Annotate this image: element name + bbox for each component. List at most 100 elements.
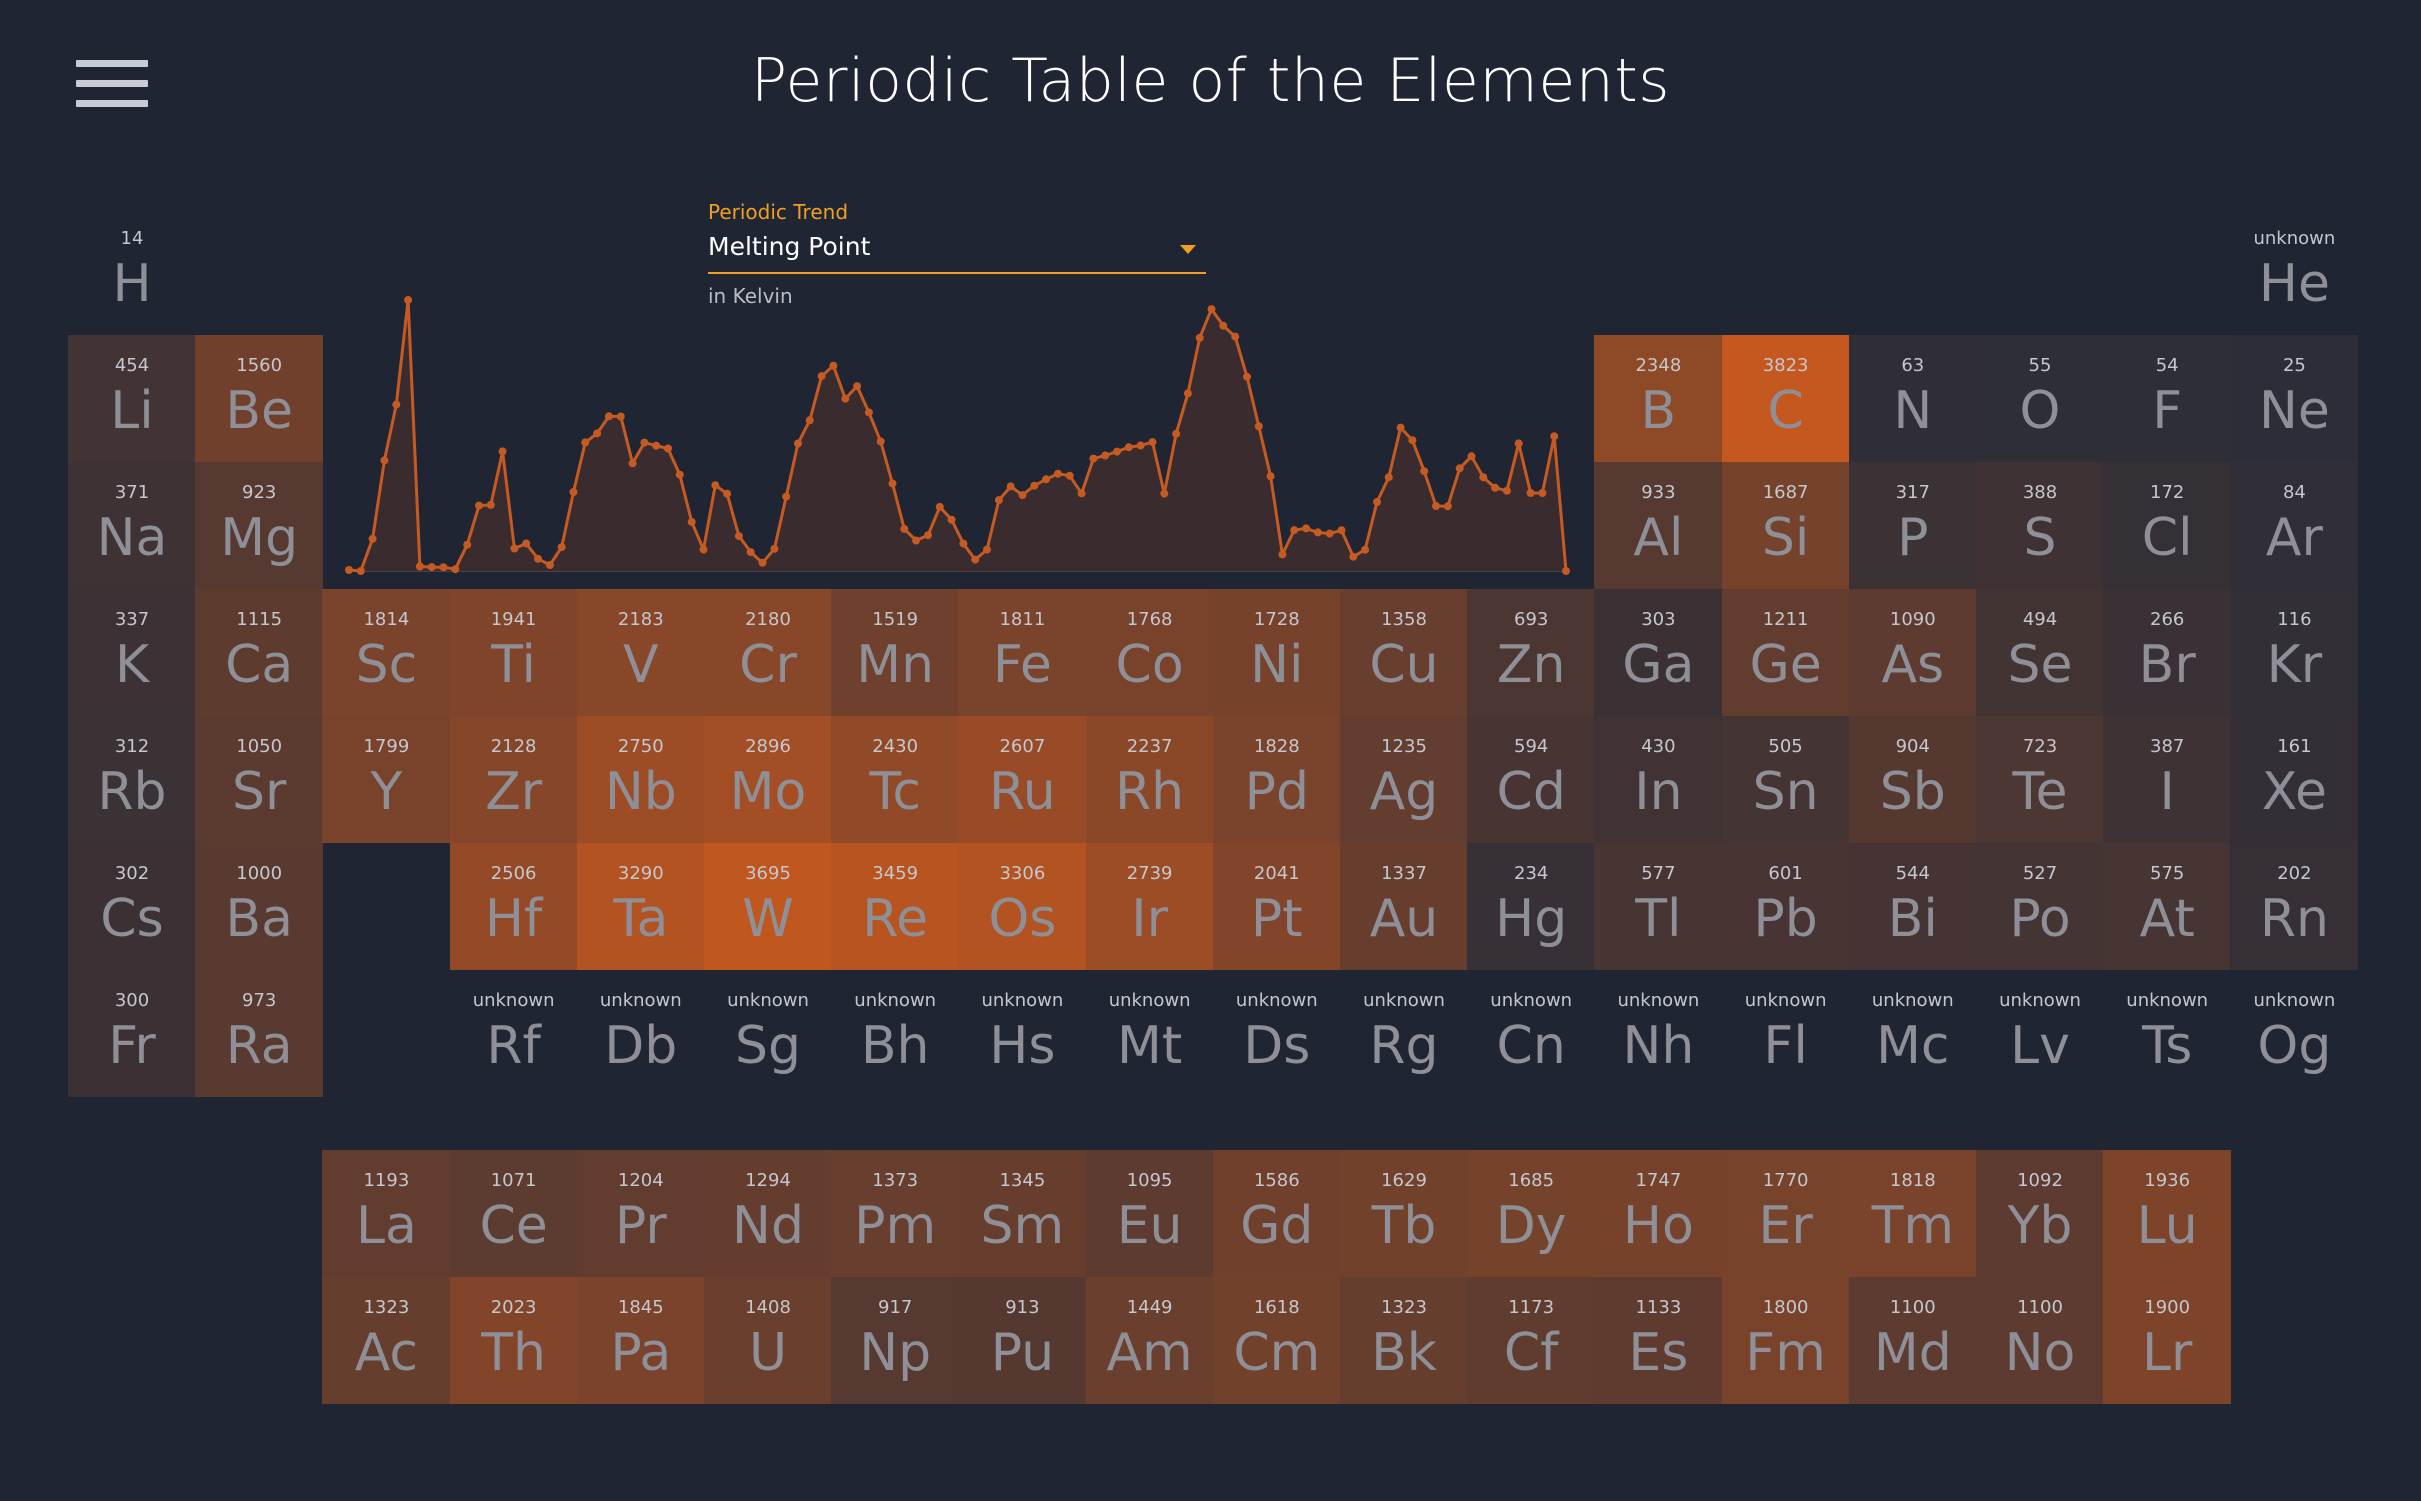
element-cell-kr[interactable]: 116 Kr — [2230, 589, 2359, 716]
element-cell-be[interactable]: 1560 Be — [195, 335, 324, 462]
element-cell-cs[interactable]: 302 Cs — [68, 843, 196, 970]
element-cell-cr[interactable]: 2180 Cr — [704, 589, 832, 716]
element-cell-co[interactable]: 1768 Co — [1085, 589, 1214, 716]
element-cell-es[interactable]: 1133 Es — [1594, 1277, 1723, 1404]
element-cell-br[interactable]: 266 Br — [2103, 589, 2232, 716]
element-cell-ni[interactable]: 1728 Ni — [1212, 589, 1341, 716]
element-cell-cl[interactable]: 172 Cl — [2103, 462, 2232, 589]
element-cell-pr[interactable]: 1204 Pr — [576, 1150, 705, 1277]
element-cell-sm[interactable]: 1345 Sm — [958, 1150, 1087, 1277]
element-cell-hg[interactable]: 234 Hg — [1467, 843, 1596, 970]
element-cell-i[interactable]: 387 I — [2103, 716, 2232, 843]
element-cell-ir[interactable]: 2739 Ir — [1085, 843, 1214, 970]
element-cell-no[interactable]: 1100 No — [1976, 1277, 2104, 1404]
element-cell-sr[interactable]: 1050 Sr — [195, 716, 324, 843]
element-cell-as[interactable]: 1090 As — [1848, 589, 1977, 716]
element-cell-ti[interactable]: 1941 Ti — [449, 589, 578, 716]
element-cell-zr[interactable]: 2128 Zr — [449, 716, 578, 843]
element-cell-nd[interactable]: 1294 Nd — [704, 1150, 832, 1277]
element-cell-ag[interactable]: 1235 Ag — [1340, 716, 1468, 843]
element-cell-fe[interactable]: 1811 Fe — [958, 589, 1087, 716]
element-cell-og[interactable]: unknown Og — [2230, 970, 2358, 1097]
element-cell-bi[interactable]: 544 Bi — [1848, 843, 1977, 970]
element-cell-ba[interactable]: 1000 Ba — [195, 843, 324, 970]
element-cell-pa[interactable]: 1845 Pa — [576, 1277, 705, 1404]
element-cell-ra[interactable]: 973 Ra — [195, 970, 324, 1097]
element-cell-ho[interactable]: 1747 Ho — [1594, 1150, 1723, 1277]
hamburger-menu-icon[interactable] — [76, 58, 148, 110]
trend-select[interactable]: Melting Point — [708, 232, 1206, 274]
element-cell-cd[interactable]: 594 Cd — [1467, 716, 1596, 843]
element-cell-k[interactable]: 337 K — [68, 589, 196, 716]
element-cell-ge[interactable]: 1211 Ge — [1721, 589, 1850, 716]
element-cell-al[interactable]: 933 Al — [1594, 462, 1723, 589]
element-cell-ts[interactable]: unknown Ts — [2103, 970, 2231, 1097]
element-cell-rn[interactable]: 202 Rn — [2230, 843, 2359, 970]
element-cell-cn[interactable]: unknown Cn — [1467, 970, 1595, 1097]
element-cell-la[interactable]: 1193 La — [322, 1150, 451, 1277]
element-cell-li[interactable]: 454 Li — [68, 335, 196, 462]
element-cell-hf[interactable]: 2506 Hf — [449, 843, 578, 970]
element-cell-v[interactable]: 2183 V — [576, 589, 705, 716]
element-cell-mg[interactable]: 923 Mg — [195, 462, 324, 589]
element-cell-ne[interactable]: 25 Ne — [2230, 335, 2359, 462]
element-cell-lv[interactable]: unknown Lv — [1976, 970, 2104, 1097]
element-cell-at[interactable]: 575 At — [2103, 843, 2232, 970]
element-cell-fr[interactable]: 300 Fr — [68, 970, 196, 1097]
element-cell-in[interactable]: 430 In — [1594, 716, 1723, 843]
element-cell-os[interactable]: 3306 Os — [958, 843, 1087, 970]
element-cell-pd[interactable]: 1828 Pd — [1212, 716, 1341, 843]
element-cell-sc[interactable]: 1814 Sc — [322, 589, 451, 716]
element-cell-cf[interactable]: 1173 Cf — [1467, 1277, 1596, 1404]
element-cell-ac[interactable]: 1323 Ac — [322, 1277, 451, 1404]
element-cell-bk[interactable]: 1323 Bk — [1340, 1277, 1468, 1404]
element-cell-np[interactable]: 917 Np — [831, 1277, 960, 1404]
element-cell-xe[interactable]: 161 Xe — [2230, 716, 2359, 843]
element-cell-tb[interactable]: 1629 Tb — [1340, 1150, 1468, 1277]
element-cell-tc[interactable]: 2430 Tc — [831, 716, 960, 843]
element-cell-lr[interactable]: 1900 Lr — [2103, 1277, 2232, 1404]
element-cell-ds[interactable]: unknown Ds — [1213, 970, 1341, 1097]
element-cell-cm[interactable]: 1618 Cm — [1212, 1277, 1341, 1404]
element-cell-cu[interactable]: 1358 Cu — [1340, 589, 1468, 716]
element-cell-md[interactable]: 1100 Md — [1848, 1277, 1977, 1404]
element-cell-s[interactable]: 388 S — [1976, 462, 2104, 589]
element-cell-rh[interactable]: 2237 Rh — [1085, 716, 1214, 843]
element-cell-nb[interactable]: 2750 Nb — [576, 716, 705, 843]
element-cell-zn[interactable]: 693 Zn — [1467, 589, 1596, 716]
element-cell-o[interactable]: 55 O — [1976, 335, 2104, 462]
element-cell-na[interactable]: 371 Na — [68, 462, 196, 589]
element-cell-er[interactable]: 1770 Er — [1721, 1150, 1850, 1277]
element-cell-db[interactable]: unknown Db — [577, 970, 705, 1097]
element-cell-pt[interactable]: 2041 Pt — [1212, 843, 1341, 970]
element-cell-sb[interactable]: 904 Sb — [1848, 716, 1977, 843]
element-cell-p[interactable]: 317 P — [1848, 462, 1977, 589]
element-cell-rg[interactable]: unknown Rg — [1340, 970, 1468, 1097]
element-cell-b[interactable]: 2348 B — [1594, 335, 1723, 462]
element-cell-mn[interactable]: 1519 Mn — [831, 589, 960, 716]
element-cell-gd[interactable]: 1586 Gd — [1212, 1150, 1341, 1277]
element-cell-po[interactable]: 527 Po — [1976, 843, 2104, 970]
element-cell-fl[interactable]: unknown Fl — [1722, 970, 1850, 1097]
element-cell-h[interactable]: 14 H — [68, 208, 196, 335]
element-cell-sn[interactable]: 505 Sn — [1721, 716, 1850, 843]
element-cell-au[interactable]: 1337 Au — [1340, 843, 1468, 970]
element-cell-dy[interactable]: 1685 Dy — [1467, 1150, 1596, 1277]
element-cell-nh[interactable]: unknown Nh — [1594, 970, 1722, 1097]
element-cell-mo[interactable]: 2896 Mo — [704, 716, 832, 843]
element-cell-y[interactable]: 1799 Y — [322, 716, 451, 843]
element-cell-si[interactable]: 1687 Si — [1721, 462, 1850, 589]
element-cell-he[interactable]: unknown He — [2230, 208, 2358, 335]
element-cell-rb[interactable]: 312 Rb — [68, 716, 196, 843]
element-cell-mt[interactable]: unknown Mt — [1086, 970, 1214, 1097]
element-cell-ce[interactable]: 1071 Ce — [449, 1150, 578, 1277]
element-cell-hs[interactable]: unknown Hs — [958, 970, 1086, 1097]
element-cell-yb[interactable]: 1092 Yb — [1976, 1150, 2104, 1277]
element-cell-pm[interactable]: 1373 Pm — [831, 1150, 960, 1277]
element-cell-tm[interactable]: 1818 Tm — [1848, 1150, 1977, 1277]
element-cell-eu[interactable]: 1095 Eu — [1085, 1150, 1214, 1277]
element-cell-ga[interactable]: 303 Ga — [1594, 589, 1723, 716]
element-cell-sg[interactable]: unknown Sg — [704, 970, 832, 1097]
element-cell-pb[interactable]: 601 Pb — [1721, 843, 1850, 970]
element-cell-tl[interactable]: 577 Tl — [1594, 843, 1723, 970]
